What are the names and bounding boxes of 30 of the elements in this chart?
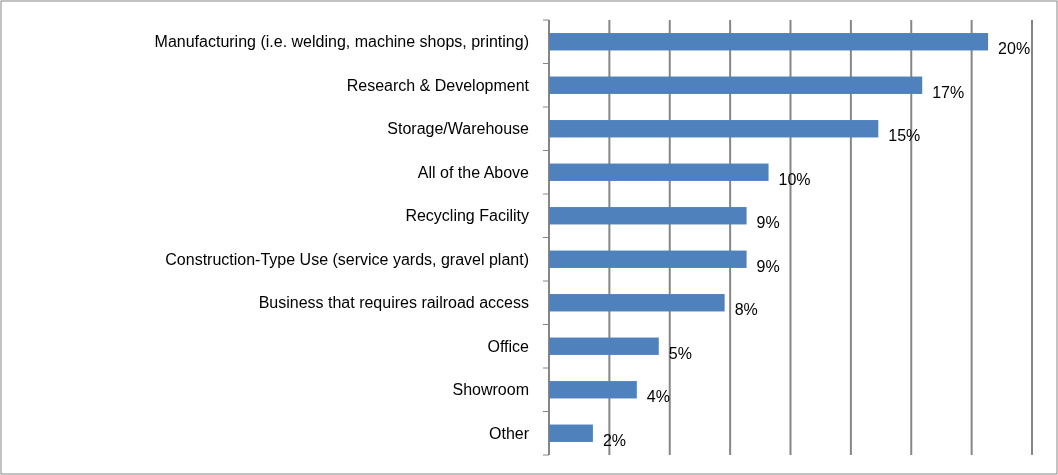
bar bbox=[549, 163, 769, 181]
y-tick-label: Showroom bbox=[452, 381, 529, 399]
bar bbox=[549, 381, 637, 399]
y-tick-label: Research & Development bbox=[346, 76, 530, 94]
data-label: 8% bbox=[734, 301, 758, 319]
data-label: 20% bbox=[998, 40, 1031, 58]
y-tick-label: Manufacturing (i.e. welding, machine shops, printing) bbox=[154, 33, 529, 51]
data-label: 15% bbox=[888, 127, 921, 145]
y-tick-label: Construction-Type Use (service yards, gravel plant) bbox=[165, 250, 529, 268]
y-tick-label: Storage/Warehouse bbox=[387, 120, 530, 138]
bar bbox=[549, 250, 747, 268]
y-tick-label: Other bbox=[488, 424, 530, 442]
y-tick-label: All of the Above bbox=[417, 163, 530, 181]
bar bbox=[549, 120, 879, 138]
bar bbox=[549, 294, 725, 312]
bar bbox=[549, 424, 593, 442]
data-label: 17% bbox=[932, 83, 965, 101]
data-label: 4% bbox=[646, 388, 670, 406]
data-label: 9% bbox=[756, 257, 780, 275]
bar bbox=[549, 207, 747, 225]
bar bbox=[549, 33, 989, 51]
y-tick-label: Office bbox=[487, 337, 530, 355]
data-label: 5% bbox=[668, 344, 692, 362]
bar bbox=[549, 76, 923, 94]
data-label: 2% bbox=[602, 431, 627, 449]
y-tick-label: Business that requires railroad access bbox=[258, 294, 529, 312]
bar bbox=[549, 337, 659, 355]
y-tick-label: Recycling Facility bbox=[405, 207, 529, 225]
data-label: 10% bbox=[778, 170, 811, 188]
data-label: 9% bbox=[756, 214, 780, 232]
